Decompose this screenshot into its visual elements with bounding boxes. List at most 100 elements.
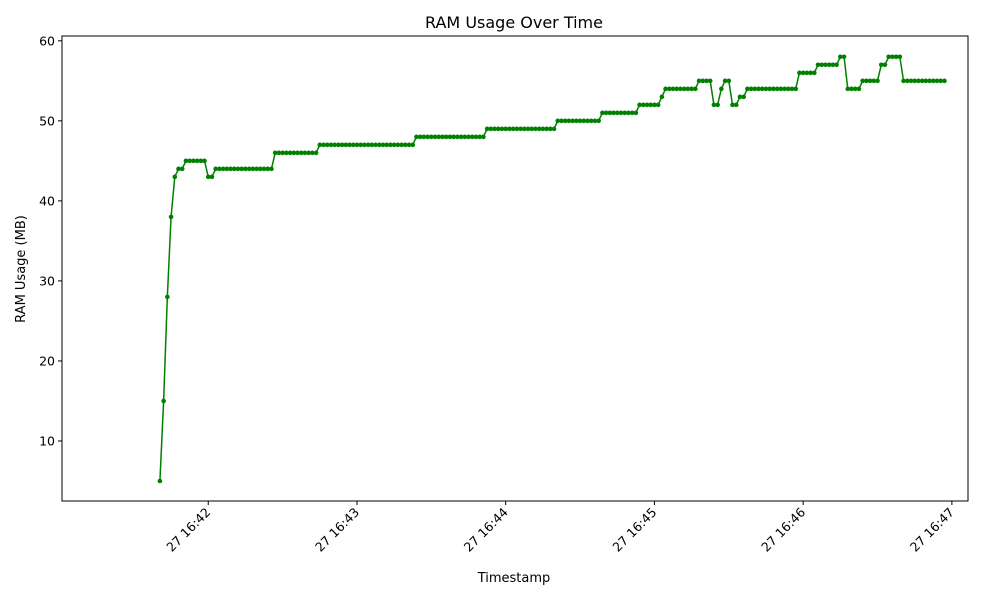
- data-point: [890, 54, 895, 60]
- data-point: [804, 70, 810, 76]
- data-point: [469, 134, 475, 140]
- data-point: [629, 110, 635, 116]
- data-point: [451, 134, 456, 140]
- data-point: [707, 78, 713, 84]
- data-point: [901, 78, 906, 84]
- data-point: [391, 142, 397, 148]
- data-point: [752, 86, 758, 92]
- data-point: [845, 86, 851, 92]
- data-point: [685, 86, 691, 92]
- data-point: [588, 118, 594, 124]
- data-point: [339, 142, 345, 148]
- data-point: [436, 134, 442, 140]
- data-point: [882, 62, 888, 68]
- x-tick-label: 27 16:43: [312, 505, 362, 555]
- data-point: [179, 166, 185, 172]
- data-point: [246, 166, 252, 172]
- data-point: [715, 102, 720, 108]
- data-point: [841, 54, 847, 60]
- data-point: [332, 142, 337, 148]
- data-point: [767, 86, 772, 92]
- data-point: [388, 142, 393, 148]
- data-point: [347, 142, 352, 148]
- data-point: [462, 134, 468, 140]
- plot-area: [157, 54, 947, 484]
- data-point: [897, 54, 903, 60]
- data-point: [942, 78, 947, 84]
- data-point: [168, 214, 174, 220]
- data-point: [194, 158, 200, 164]
- y-tick-label: 30: [39, 273, 55, 288]
- data-point: [481, 134, 486, 140]
- data-point: [618, 110, 624, 116]
- data-point: [852, 86, 858, 92]
- data-point: [626, 110, 631, 116]
- data-point: [376, 142, 382, 148]
- data-point: [410, 142, 416, 148]
- chart-title: RAM Usage Over Time: [425, 13, 603, 32]
- data-point: [202, 158, 207, 164]
- data-point: [927, 78, 932, 84]
- data-point: [652, 102, 657, 108]
- data-point: [235, 166, 241, 172]
- data-point: [819, 62, 825, 68]
- y-tick-label: 50: [39, 113, 55, 128]
- data-point: [916, 78, 921, 84]
- data-point: [574, 118, 579, 124]
- data-point: [425, 134, 430, 140]
- data-point: [406, 142, 412, 148]
- data-point: [209, 174, 215, 180]
- data-point: [310, 150, 315, 156]
- data-point: [611, 110, 616, 116]
- data-point: [648, 102, 654, 108]
- data-point: [362, 142, 367, 148]
- data-point: [815, 62, 821, 68]
- data-point: [785, 86, 791, 92]
- data-point: [443, 134, 449, 140]
- data-point: [934, 78, 940, 84]
- data-point: [938, 78, 944, 84]
- data-point: [823, 62, 828, 68]
- data-point: [183, 158, 189, 164]
- data-point: [693, 86, 698, 92]
- data-point: [562, 118, 568, 124]
- data-point: [284, 150, 289, 156]
- data-point: [581, 118, 587, 124]
- data-point: [510, 126, 516, 132]
- data-point: [269, 166, 274, 172]
- data-point: [908, 78, 914, 84]
- data-point: [328, 142, 334, 148]
- data-point: [763, 86, 769, 92]
- data-point: [161, 398, 166, 404]
- data-point: [503, 126, 509, 132]
- data-point: [640, 102, 646, 108]
- data-point: [484, 126, 490, 132]
- data-point: [399, 142, 404, 148]
- data-point: [258, 166, 263, 172]
- data-point: [220, 166, 226, 172]
- data-point: [741, 94, 746, 100]
- data-point: [417, 134, 423, 140]
- data-point: [533, 126, 538, 132]
- data-point: [243, 166, 248, 172]
- data-point: [667, 86, 672, 92]
- data-point: [849, 86, 854, 92]
- data-point: [838, 54, 843, 60]
- data-point: [518, 126, 523, 132]
- data-point: [250, 166, 256, 172]
- data-point: [797, 70, 802, 76]
- data-point: [384, 142, 390, 148]
- data-point: [432, 134, 438, 140]
- data-point: [228, 166, 233, 172]
- data-point: [834, 62, 839, 68]
- data-point: [592, 118, 598, 124]
- data-point: [522, 126, 527, 132]
- data-point: [306, 150, 311, 156]
- data-point: [213, 166, 218, 172]
- data-point: [191, 158, 196, 164]
- data-point: [733, 102, 739, 108]
- data-point: [756, 86, 761, 92]
- data-point: [570, 118, 575, 124]
- data-point: [893, 54, 899, 60]
- data-point: [298, 150, 304, 156]
